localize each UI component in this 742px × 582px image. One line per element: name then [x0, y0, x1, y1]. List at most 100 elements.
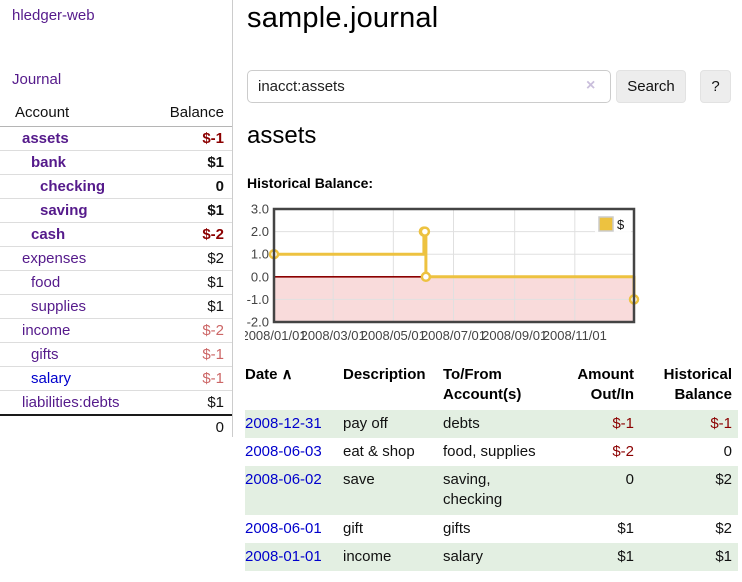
legend-swatch-icon	[598, 216, 614, 232]
register-balance: $2	[715, 519, 732, 537]
historical-balance-chart: $3.0 2.0 1.0 0.0 -1.0 -2.0 2008/01/01 2008/03/0…	[241, 202, 707, 354]
account-link[interactable]: gifts	[31, 346, 59, 363]
sidebar-item-journal[interactable]: Journal	[12, 71, 62, 88]
data-point	[420, 271, 432, 283]
register-header-historical-balance: Historical Balance	[663, 366, 732, 404]
account-row: liabilities:debts $1	[0, 390, 232, 416]
x-tick-label: 2008/01/01	[245, 328, 307, 343]
register-header-description: Description	[343, 366, 426, 383]
register-date-link[interactable]: 2008-06-02	[245, 471, 322, 488]
app-brand-link[interactable]: hledger-web	[12, 7, 95, 24]
account-balance: $2	[207, 250, 224, 267]
y-tick-label: 3.0	[251, 202, 269, 217]
register-header-date: Date ∧	[245, 366, 293, 383]
account-link[interactable]: saving	[40, 202, 88, 219]
register-amount: $1	[617, 547, 634, 565]
account-link[interactable]: salary	[31, 370, 72, 387]
account-row: bank $1	[0, 150, 232, 175]
register-balance: 0	[723, 442, 732, 460]
register-date-link[interactable]: 2008-06-01	[245, 519, 322, 537]
account-row: saving $1	[0, 198, 232, 223]
register-header-row: Date ∧ Description To/From Account(s) Amoun…	[245, 363, 738, 410]
account-row: expenses $2	[0, 246, 232, 271]
x-tick-label: 2008/03/01	[301, 328, 366, 343]
accounts-total-value: 0	[215, 419, 224, 436]
account-link[interactable]: income	[22, 322, 71, 339]
accounts-header-account: Account	[0, 102, 153, 127]
register-row[interactable]: 2008-01-01 income salary $1 $1	[245, 542, 738, 571]
account-row: income $-2	[0, 318, 232, 343]
search-input[interactable]	[247, 70, 611, 103]
account-link[interactable]: checking	[40, 178, 106, 195]
register-balance: $2	[715, 471, 732, 488]
register-row[interactable]: 2008-12-31 pay off debts $-1 $-1	[245, 409, 738, 438]
x-tick-label: 2008/07/01	[421, 328, 486, 343]
y-tick-label: 1.0	[251, 247, 269, 262]
accounts-table: Account Balance assets $-1 bank $1 checking 0…	[0, 102, 232, 439]
plot-border	[272, 207, 636, 324]
account-balance: $-2	[202, 226, 224, 243]
register-description: gift	[343, 519, 364, 537]
search-button[interactable]: Search	[616, 70, 686, 103]
data-point	[419, 226, 431, 237]
clear-search-icon[interactable]: ×	[586, 77, 596, 94]
y-tick-label: 0.0	[251, 269, 269, 284]
account-link[interactable]: cash	[31, 226, 66, 243]
register-accounts: food, supplies	[443, 442, 536, 460]
register-description: pay off	[343, 414, 388, 432]
register-accounts: saving, checking	[443, 471, 503, 509]
register-date-link[interactable]: 2008-12-31	[245, 414, 322, 432]
x-tick-label: 2008/09/01	[482, 328, 547, 343]
register-date-link[interactable]: 2008-01-01	[245, 547, 322, 565]
chart-title: Historical Balance:	[247, 175, 374, 191]
register-accounts: salary	[443, 547, 484, 565]
accounts-header-balance: Balance	[152, 102, 232, 127]
sort-asc-icon: ∧	[277, 366, 293, 383]
account-balance: $-1	[202, 130, 224, 147]
help-button[interactable]: ?	[700, 70, 731, 103]
register-row[interactable]: 2008-06-01 gift gifts $1 $2	[245, 515, 738, 543]
register-date-link[interactable]: 2008-06-03	[245, 442, 322, 460]
account-row: food $1	[0, 270, 232, 295]
register-table: Date ∧ Description To/From Account(s) Amoun…	[245, 363, 738, 571]
account-row: supplies $1	[0, 294, 232, 319]
y-tick-label: -2.0	[247, 315, 269, 330]
page-title: sample.journal	[247, 2, 439, 34]
x-tick-label: 2008/05/01	[361, 328, 426, 343]
register-amount: 0	[625, 471, 634, 488]
account-link[interactable]: liabilities:debts	[22, 394, 120, 411]
account-row: checking 0	[0, 174, 232, 199]
account-balance: 0	[215, 178, 224, 195]
accounts-total-row: 0	[0, 415, 232, 439]
account-balance: $-2	[202, 322, 224, 339]
account-link[interactable]: supplies	[31, 298, 87, 315]
register-amount: $-1	[612, 414, 634, 432]
account-row: gifts $-1	[0, 342, 232, 367]
account-link[interactable]: assets	[22, 130, 69, 147]
account-balance: $1	[207, 274, 224, 291]
accounts-header-row: Account Balance	[0, 102, 232, 127]
register-row[interactable]: 2008-06-02 save saving, checking 0 $2	[245, 466, 738, 515]
register-description: save	[343, 471, 375, 488]
account-balance: $-1	[202, 370, 224, 387]
account-link[interactable]: expenses	[22, 250, 87, 267]
account-link[interactable]: food	[31, 274, 61, 291]
register-accounts: gifts	[443, 519, 471, 537]
account-balance: $1	[207, 154, 224, 171]
account-balance: $1	[207, 298, 224, 315]
account-row: cash $-2	[0, 222, 232, 247]
register-amount: $1	[617, 519, 634, 537]
account-balance: $-1	[202, 346, 224, 363]
account-balance: $1	[207, 202, 224, 219]
register-row[interactable]: 2008-06-03 eat & shop food, supplies $-2 0	[245, 438, 738, 466]
register-description: income	[343, 547, 392, 565]
register-header-to-from-account-s-: To/From Account(s)	[443, 366, 522, 404]
y-tick-label: -1.0	[247, 292, 269, 307]
register-description: eat & shop	[343, 442, 415, 460]
register-accounts: debts	[443, 414, 480, 432]
account-link[interactable]: bank	[31, 154, 67, 171]
account-row: assets $-1	[0, 127, 232, 151]
sidebar: hledger-web Journal Account Balance asse…	[0, 0, 233, 437]
register-header-amount-out-in: Amount Out/In	[577, 366, 634, 404]
y-tick-label: 2.0	[251, 224, 269, 239]
